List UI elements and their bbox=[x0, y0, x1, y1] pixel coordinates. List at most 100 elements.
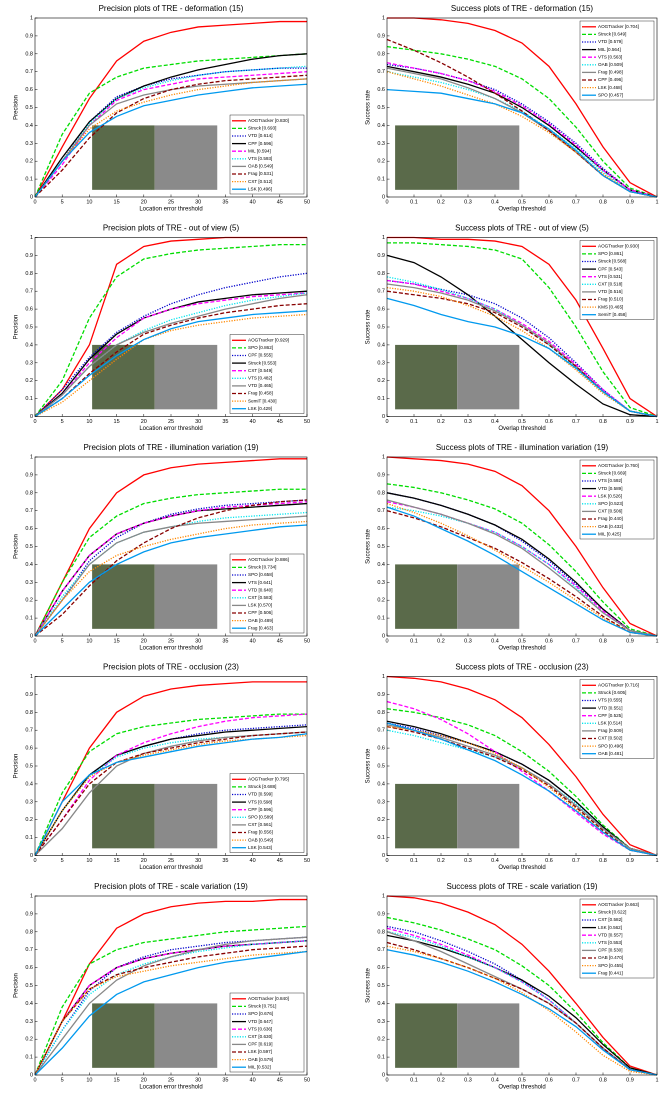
x-tick-label: 0.7 bbox=[572, 858, 580, 864]
series-line bbox=[386, 279, 658, 418]
y-tick-label: 0.5 bbox=[25, 105, 33, 111]
legend-label: CXT [0.502] bbox=[598, 736, 622, 741]
series-line bbox=[386, 45, 658, 198]
y-axis-label: Success rate bbox=[366, 89, 372, 124]
series-line bbox=[34, 515, 308, 637]
x-tick-label: 0 bbox=[385, 1077, 388, 1083]
thumbnail bbox=[395, 783, 458, 849]
legend: AOGTracker [0.795] Struck [0.688] VTD [0.5… bbox=[229, 773, 305, 853]
legend-box bbox=[229, 114, 305, 195]
series-line bbox=[386, 254, 658, 418]
series-line bbox=[386, 724, 658, 857]
legend-label: VTD [0.599] bbox=[248, 792, 273, 797]
axes-frame bbox=[386, 17, 658, 198]
y-tick-label: 0.7 bbox=[377, 947, 385, 953]
y-tick-label: 0.3 bbox=[25, 580, 33, 586]
x-axis-label: Location error threshold bbox=[139, 426, 202, 432]
x-tick-label: 0.2 bbox=[437, 419, 445, 425]
legend-label: LSK [0.429] bbox=[248, 406, 272, 411]
y-tick-label: 0.9 bbox=[25, 911, 33, 917]
x-tick-label: 30 bbox=[195, 1077, 201, 1083]
x-axis-label: Overlap threshold bbox=[498, 207, 545, 213]
y-tick-label: 0.5 bbox=[25, 763, 33, 769]
y-tick-label: 0.4 bbox=[25, 342, 33, 348]
y-tick-label: 0.2 bbox=[25, 378, 33, 384]
legend-label: VTD [0.614] bbox=[248, 133, 273, 138]
legend-label: VTD [0.516] bbox=[598, 289, 623, 294]
legend-label: VTD [0.465] bbox=[248, 383, 273, 388]
y-tick-label: 1 bbox=[30, 15, 33, 21]
series-line bbox=[386, 510, 658, 637]
legend-label: VTS [0.592] bbox=[598, 478, 622, 483]
x-tick-label: 40 bbox=[250, 858, 256, 864]
legend-label: OAB [0.432] bbox=[598, 524, 623, 529]
y-tick-label: 0.1 bbox=[377, 1055, 385, 1061]
y-tick-label: 0.1 bbox=[25, 396, 33, 402]
y-tick-label: 0.4 bbox=[377, 123, 385, 129]
x-tick-label: 40 bbox=[250, 638, 256, 644]
x-axis-label: Location error threshold bbox=[139, 646, 202, 652]
legend-label: CXT [0.630] bbox=[248, 1034, 272, 1039]
series-line bbox=[34, 733, 308, 856]
axes-frame bbox=[386, 456, 658, 637]
legend-label: AOGTracker [0.929] bbox=[248, 338, 289, 343]
x-tick-label: 15 bbox=[114, 1077, 120, 1083]
series-line bbox=[386, 949, 658, 1076]
legend-label: CPF [0.596] bbox=[248, 807, 273, 812]
x-tick-label: 0.9 bbox=[626, 638, 634, 644]
x-tick-label: 25 bbox=[168, 1077, 174, 1083]
x-tick-label: 0.2 bbox=[437, 199, 445, 205]
series-line bbox=[34, 898, 307, 1076]
y-tick-label: 0.8 bbox=[377, 271, 385, 277]
y-tick-label: 0.4 bbox=[25, 123, 33, 129]
x-tick-label: 0.5 bbox=[518, 199, 526, 205]
series-line bbox=[386, 941, 658, 1076]
series-line bbox=[386, 499, 658, 637]
legend-label: LSK [0.468] bbox=[598, 85, 622, 90]
x-tick-label: 0.8 bbox=[599, 638, 607, 644]
y-tick-label: 1 bbox=[30, 893, 33, 899]
legend-label: OAB [0.579] bbox=[248, 1057, 273, 1062]
series-line bbox=[34, 83, 308, 198]
thumbnail bbox=[154, 564, 218, 629]
thumbnail bbox=[457, 783, 520, 849]
y-axis-label: Success rate bbox=[366, 528, 372, 563]
legend-label: SPO [0.861] bbox=[598, 251, 623, 256]
y-tick-label: 0 bbox=[30, 1072, 33, 1078]
legend-label: LSK [0.514] bbox=[598, 721, 622, 726]
series-line bbox=[386, 492, 658, 637]
thumbnail bbox=[92, 783, 155, 849]
legend-label: CPF [0.596] bbox=[248, 141, 273, 146]
y-tick-label: 0.2 bbox=[377, 817, 385, 823]
legend-label: Struck [0.568] bbox=[598, 259, 626, 264]
legend-label: SPO [0.589] bbox=[248, 815, 273, 820]
x-tick-label: 0.3 bbox=[464, 858, 472, 864]
y-tick-label: 0.8 bbox=[377, 51, 385, 57]
series-line bbox=[34, 945, 308, 1076]
x-tick-label: 1 bbox=[655, 858, 658, 864]
y-axis-label: Success rate bbox=[366, 967, 372, 1002]
y-tick-label: 0.9 bbox=[25, 33, 33, 39]
y-axis-label: Success rate bbox=[366, 309, 372, 344]
y-tick-label: 0.8 bbox=[377, 710, 385, 716]
thumbnail bbox=[154, 125, 218, 190]
legend-label: AOGTracker [0.795] bbox=[248, 777, 289, 782]
x-tick-label: 10 bbox=[86, 199, 92, 205]
legend-label: LSK [0.543] bbox=[248, 845, 272, 850]
thumbnail bbox=[395, 344, 458, 410]
legend-label: AOGTracker [0.716] bbox=[598, 683, 639, 688]
y-tick-label: 0.6 bbox=[377, 746, 385, 752]
y-tick-label: 0.4 bbox=[377, 342, 385, 348]
y-tick-label: 0.4 bbox=[25, 781, 33, 787]
thumbnail bbox=[395, 1003, 458, 1068]
series-line bbox=[386, 297, 658, 418]
x-tick-label: 45 bbox=[277, 858, 283, 864]
series-line bbox=[34, 71, 308, 198]
y-tick-label: 0.2 bbox=[25, 1037, 33, 1043]
legend-label: Struck [0.688] bbox=[248, 784, 276, 789]
y-tick-label: 0 bbox=[30, 633, 33, 639]
y-tick-label: 0 bbox=[382, 853, 385, 859]
y-tick-label: 0.4 bbox=[377, 781, 385, 787]
legend: AOGTracker [0.840] Struck [0.751] SPO [0.6… bbox=[229, 992, 305, 1073]
series-line bbox=[386, 62, 658, 198]
